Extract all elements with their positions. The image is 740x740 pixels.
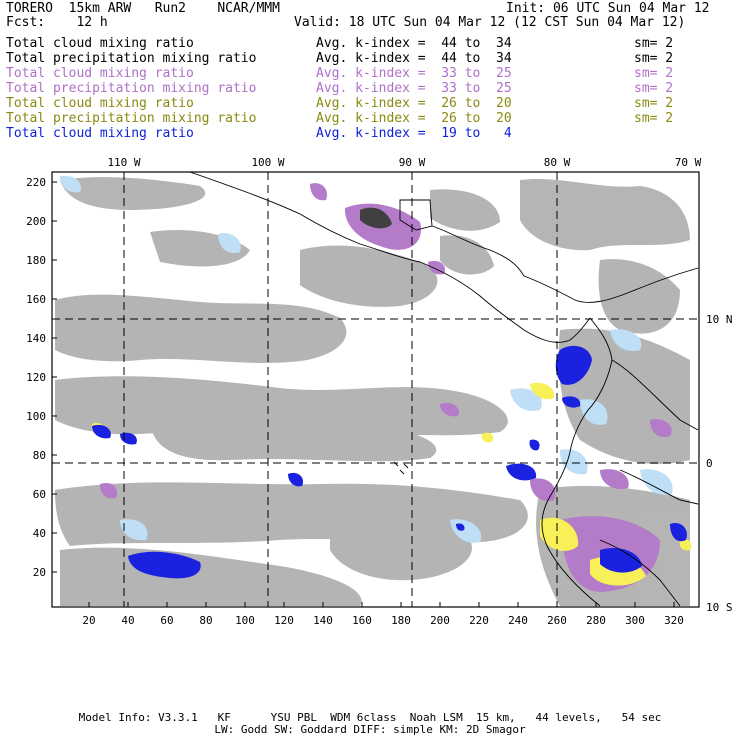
- map-frame: [51, 171, 700, 608]
- longitude-labels: 110 W 100 W 90 W 80 W 70 W: [107, 156, 701, 169]
- latitude-labels: 10 N 0 10 S: [706, 313, 733, 614]
- coastlines: [189, 172, 699, 607]
- x-tick-label: 60: [160, 614, 173, 627]
- legend-name-6: Total precipitation mixing ratio: [6, 111, 257, 126]
- y-tick-label: 60: [33, 488, 46, 501]
- lat-label: 0: [706, 457, 713, 470]
- y-tick-label: 80: [33, 449, 46, 462]
- x-tick-label: 100: [235, 614, 255, 627]
- model-title: TORERO 15km ARW Run2 NCAR/MMM: [6, 1, 280, 16]
- lat-label: 10 S: [706, 601, 733, 614]
- x-tick-label: 20: [82, 614, 95, 627]
- x-tick-label: 320: [664, 614, 684, 627]
- x-tick-labels: 20 40 60 80 100 120 140 160 180 200 220 …: [82, 614, 684, 627]
- x-tick-label: 180: [391, 614, 411, 627]
- legend-name-7: Total cloud mixing ratio: [6, 126, 194, 141]
- x-tick-label: 80: [199, 614, 212, 627]
- x-tick-label: 300: [625, 614, 645, 627]
- y-tick-label: 140: [26, 332, 46, 345]
- lon-label: 70 W: [675, 156, 702, 169]
- y-tick-label: 40: [33, 527, 46, 540]
- legend-avg-4: Avg. k-index = 33 to 25: [316, 81, 512, 96]
- x-tick-marks: [88, 602, 675, 607]
- legend-sm-2: sm= 2: [634, 51, 674, 66]
- legend-sm-6: sm= 2: [634, 111, 674, 126]
- legend-sm-4: sm= 2: [634, 81, 674, 96]
- y-tick-label: 100: [26, 410, 46, 423]
- lon-label: 80 W: [544, 156, 571, 169]
- y-tick-label: 220: [26, 176, 46, 189]
- y-tick-label: 180: [26, 254, 46, 267]
- x-tick-label: 260: [547, 614, 567, 627]
- y-tick-labels: 20 40 60 80 100 120 140 160 180 200 220: [26, 176, 46, 579]
- legend-sm-1: sm= 2: [634, 36, 674, 51]
- x-tick-label: 240: [508, 614, 528, 627]
- lat-lon-grid: [52, 172, 699, 607]
- legend-name-2: Total precipitation mixing ratio: [6, 51, 257, 66]
- physics-info-line: LW: Godd SW: Goddard DIFF: simple KM: 2D…: [214, 723, 526, 736]
- lon-label: 100 W: [251, 156, 284, 169]
- x-tick-label: 220: [469, 614, 489, 627]
- legend-avg-5: Avg. k-index = 26 to 20: [316, 96, 512, 111]
- lon-label: 90 W: [399, 156, 426, 169]
- y-tick-label: 20: [33, 566, 46, 579]
- y-tick-label: 120: [26, 371, 46, 384]
- valid-time: Valid: 18 UTC Sun 04 Mar 12 (12 CST Sun …: [294, 15, 686, 30]
- legend-name-1: Total cloud mixing ratio: [6, 36, 194, 51]
- legend-avg-3: Avg. k-index = 33 to 25: [316, 66, 512, 81]
- init-time: Init: 06 UTC Sun 04 Mar 12: [506, 1, 710, 16]
- cloud-field: [55, 175, 692, 606]
- legend-name-3: Total cloud mixing ratio: [6, 66, 194, 81]
- y-tick-label: 160: [26, 293, 46, 306]
- legend-name-5: Total cloud mixing ratio: [6, 96, 194, 111]
- legend-sm-3: sm= 2: [634, 66, 674, 81]
- legend-avg-2: Avg. k-index = 44 to 34: [316, 51, 512, 66]
- x-tick-label: 40: [121, 614, 134, 627]
- model-info-line: Model Info: V3.3.1 KF YSU PBL WDM 6class…: [78, 711, 662, 724]
- x-tick-label: 280: [586, 614, 606, 627]
- forecast-hour: Fcst: 12 h: [6, 15, 108, 30]
- lon-label: 110 W: [107, 156, 140, 169]
- legend-sm-5: sm= 2: [634, 96, 674, 111]
- x-tick-label: 120: [274, 614, 294, 627]
- x-tick-label: 160: [352, 614, 372, 627]
- y-tick-label: 200: [26, 215, 46, 228]
- legend-avg-6: Avg. k-index = 26 to 20: [316, 111, 512, 126]
- x-tick-label: 140: [313, 614, 333, 627]
- legend-avg-7: Avg. k-index = 19 to 4: [316, 126, 512, 141]
- x-tick-label: 200: [430, 614, 450, 627]
- lat-label: 10 N: [706, 313, 733, 326]
- legend-avg-1: Avg. k-index = 44 to 34: [316, 36, 512, 51]
- y-tick-marks: [52, 181, 57, 573]
- legend-name-4: Total precipitation mixing ratio: [6, 81, 257, 96]
